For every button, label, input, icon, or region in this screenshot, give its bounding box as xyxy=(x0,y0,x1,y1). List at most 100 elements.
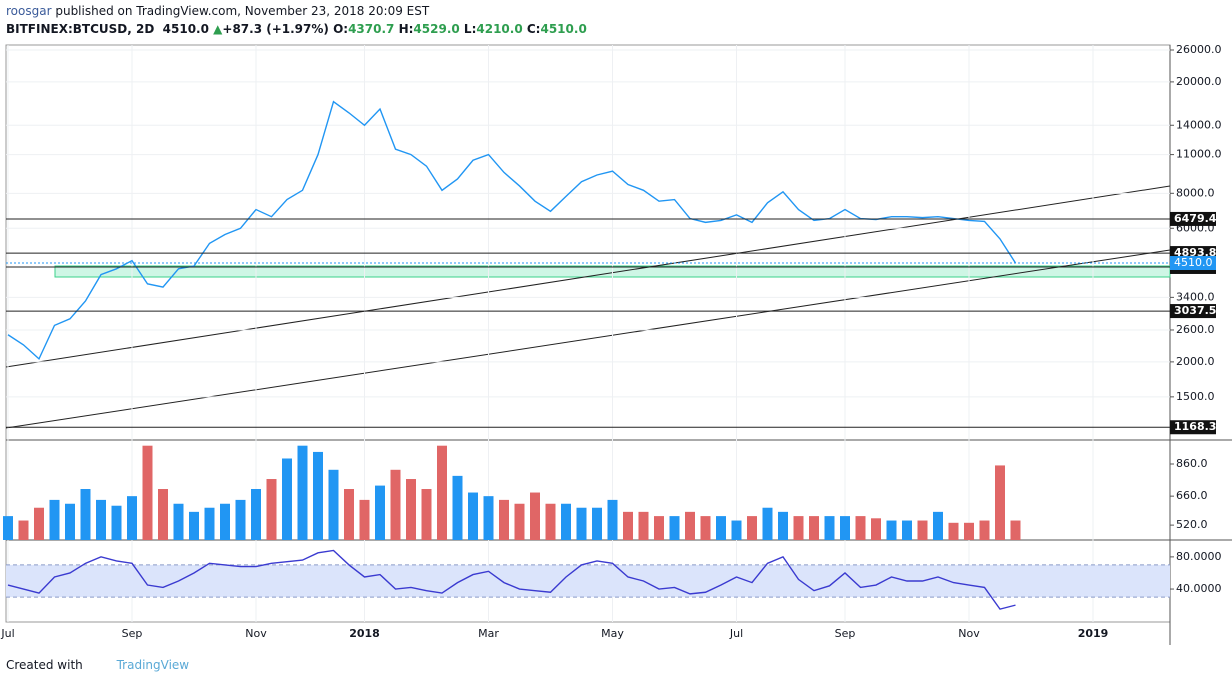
series-line xyxy=(7,549,1016,610)
x-tick-label: 2019 xyxy=(1078,627,1109,640)
volume-bar xyxy=(421,489,432,540)
close: 4510.0 xyxy=(540,22,587,36)
y-tick-label: 3400.0 xyxy=(1176,290,1215,303)
y-tick-label: 2600.0 xyxy=(1176,323,1215,336)
level-label: 6479.4 xyxy=(1174,212,1217,225)
volume-bar xyxy=(297,445,308,540)
volume-bar xyxy=(406,479,416,540)
high: 4529.0 xyxy=(413,22,460,36)
level-box xyxy=(1170,211,1216,226)
volume-bar xyxy=(871,518,881,540)
x-tick-label: Nov xyxy=(245,627,267,640)
symbol: BITFINEX:BTCUSD, 2D xyxy=(6,22,155,36)
y-tick-label: 40.0000 xyxy=(1176,582,1222,595)
volume-bar xyxy=(235,499,246,540)
volume-bar xyxy=(204,507,215,540)
x-tick-label: Mar xyxy=(478,627,499,640)
y-tick-label: 14000.0 xyxy=(1176,118,1222,131)
author[interactable]: roosgar xyxy=(6,4,52,18)
volume-bar xyxy=(933,511,943,540)
volume-bar xyxy=(623,511,633,540)
x-tick-label: Jul xyxy=(729,627,743,640)
series-line xyxy=(7,100,1017,361)
volume-bar xyxy=(251,489,261,540)
h-label: H: xyxy=(398,22,414,36)
volume-bar xyxy=(359,499,370,540)
y-tick-label: 20000.0 xyxy=(1176,75,1222,88)
arrow: ▲ xyxy=(213,22,223,36)
volume-bar xyxy=(855,516,866,540)
volume-bar xyxy=(111,505,122,540)
volume-bar xyxy=(483,496,494,540)
volume-bar xyxy=(824,516,835,540)
x-tick-label: Sep xyxy=(835,627,856,640)
y-tick-label: 1500.0 xyxy=(1176,390,1215,403)
volume-bar xyxy=(840,516,850,540)
band xyxy=(6,564,1170,598)
volume-bar xyxy=(390,469,401,540)
l-label: L: xyxy=(463,22,477,36)
volume-bar xyxy=(328,469,339,540)
volume-bar xyxy=(282,458,292,540)
open: 4370.7 xyxy=(348,22,395,36)
level-box xyxy=(1170,304,1216,319)
volume-bar xyxy=(886,520,897,540)
volume-bar xyxy=(1010,520,1021,540)
volume-bar xyxy=(18,520,29,540)
volume-bar xyxy=(468,492,478,540)
volume-bar xyxy=(220,503,230,540)
symbol-line: BITFINEX:BTCUSD, 2D 4510.0 ▲+87.3 (+1.97… xyxy=(6,22,587,36)
volume-bar xyxy=(499,499,509,540)
y-tick-label: 860.0 xyxy=(1176,457,1208,470)
volume-bar xyxy=(344,489,354,540)
level-label: 4893.8 xyxy=(1174,246,1216,259)
x-tick-label: Jul xyxy=(0,627,14,640)
volume-bar xyxy=(592,507,602,540)
volume-bar xyxy=(809,516,819,540)
footer: Created with TradingView xyxy=(6,658,189,672)
volume-bar xyxy=(669,516,680,540)
last: 4510.0 xyxy=(162,22,209,36)
volume-bar xyxy=(514,503,525,540)
volume-bar xyxy=(731,520,742,540)
y-tick-label: 11000.0 xyxy=(1176,148,1222,161)
volume-bar xyxy=(375,485,385,540)
y-tick-label: 520.0 xyxy=(1176,518,1208,531)
volume-bar xyxy=(49,499,60,540)
o-label: O: xyxy=(333,22,349,36)
y-tick-label: 8000.0 xyxy=(1176,186,1215,199)
trend-line xyxy=(5,185,1171,368)
volume-bar xyxy=(142,445,153,540)
brand[interactable]: TradingView xyxy=(116,658,190,672)
volume-bar xyxy=(576,507,587,540)
volume-bar xyxy=(607,499,618,540)
volume-bar xyxy=(530,492,540,540)
volume-bar xyxy=(3,516,13,540)
volume-bar xyxy=(96,499,106,540)
change: +87.3 (+1.97%) xyxy=(222,22,329,36)
volume-bar xyxy=(561,503,571,540)
volume-bar xyxy=(654,516,664,540)
volume-bar xyxy=(778,511,788,540)
level-label: 1168.3 xyxy=(1174,420,1216,433)
volume-bar xyxy=(979,520,990,540)
volume-bar xyxy=(700,516,711,540)
x-tick-label: 2018 xyxy=(349,627,380,640)
level-label: 3037.5 xyxy=(1174,304,1216,317)
publish-line: roosgar published on TradingView.com, No… xyxy=(6,4,429,18)
volume-bar xyxy=(173,503,184,540)
volume-bar xyxy=(34,507,44,540)
volume-bar xyxy=(266,479,277,540)
volume-bar xyxy=(638,511,649,540)
volume-bar xyxy=(716,516,726,540)
current-label: 4510.0 xyxy=(1174,256,1213,269)
volume-bar xyxy=(793,516,804,540)
volume-bar xyxy=(65,503,75,540)
volume-bar xyxy=(127,496,137,540)
x-tick-label: Nov xyxy=(958,627,980,640)
volume-bar xyxy=(80,489,91,540)
x-tick-label: May xyxy=(601,627,624,640)
volume-bar xyxy=(545,503,556,540)
trend-line xyxy=(5,249,1171,429)
y-tick-label: 2000.0 xyxy=(1176,355,1215,368)
